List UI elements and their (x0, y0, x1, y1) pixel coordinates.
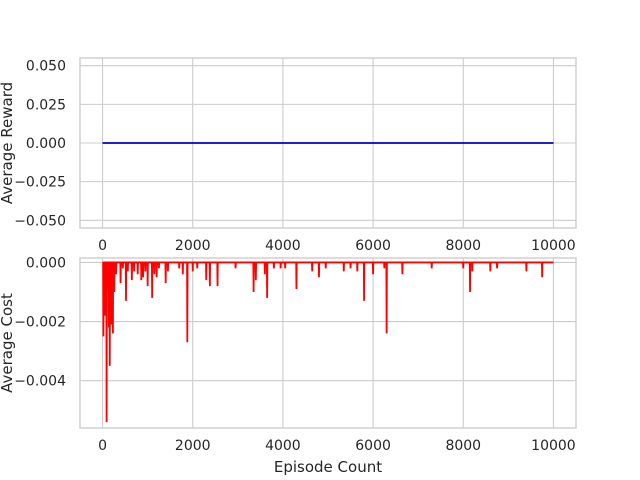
reward-xtick-label: 10000 (531, 238, 576, 254)
reward-ytick-label: −0.025 (14, 175, 66, 191)
cost-xlabel: Episode Count (274, 458, 382, 476)
cost-xtick-label: 4000 (265, 438, 301, 454)
reward-xtick-label: 4000 (265, 238, 301, 254)
reward-xtick-label: 6000 (355, 238, 391, 254)
reward-xtick-label: 0 (98, 238, 107, 254)
cost-plot-frame (79, 257, 577, 429)
cost-axes: 0 2000 4000 6000 8000 10000 0.000 −0.002 −0.004A… (0, 255, 577, 476)
reward-ylabel: Average Reward (0, 82, 16, 204)
cost-ytick-label: −0.002 (14, 315, 66, 331)
reward-xtick-label: 8000 (445, 238, 481, 254)
reward-ytick-label: 0.025 (26, 97, 66, 113)
cost-xtick-label: 10000 (531, 438, 576, 454)
cost-ytick-label: 0.000 (26, 255, 66, 271)
reward-xtick-label: 2000 (175, 238, 211, 254)
cost-xtick-label: 0 (98, 438, 107, 454)
reward-axes: 0 2000 4000 6000 8000 10000 0.050 0.025 0.000 −0.… (0, 57, 577, 254)
cost-ytick-label: −0.004 (14, 374, 66, 390)
cost-ylabel: Average Cost (0, 293, 16, 393)
reward-ytick-label: 0.050 (26, 59, 66, 75)
reward-plot-frame (79, 57, 577, 229)
reward-ytick-label: −0.050 (14, 213, 66, 229)
cost-series-line (102, 261, 554, 423)
cost-xtick-label: 8000 (445, 438, 481, 454)
reward-ytick-label: 0.000 (26, 136, 66, 152)
cost-xtick-label: 2000 (175, 438, 211, 454)
cost-xtick-label: 6000 (355, 438, 391, 454)
